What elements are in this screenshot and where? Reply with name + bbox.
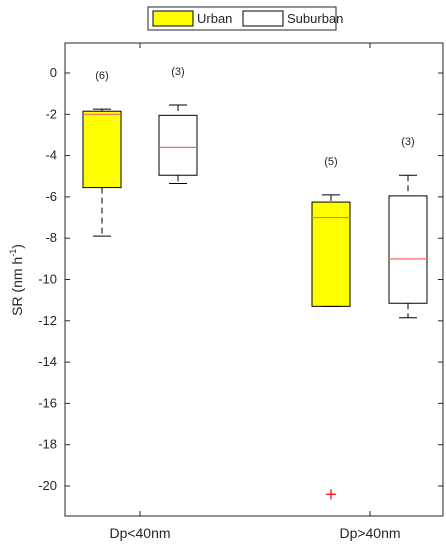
box-urban-0: (6) (82, 70, 122, 237)
y-tick-label: -18 (38, 437, 57, 452)
legend-swatch-urban (152, 10, 194, 27)
y-tick-label: -4 (45, 148, 57, 163)
sample-count-label: (3) (171, 66, 184, 78)
box-suburban-0: (3) (158, 66, 198, 184)
legend: Urban Suburban (147, 6, 343, 31)
y-tick-label: -6 (45, 189, 57, 204)
y-tick-label: -20 (38, 478, 57, 493)
x-tick-label: Dp>40nm (339, 525, 400, 541)
sample-count-label: (5) (324, 156, 337, 168)
legend-box (147, 6, 337, 31)
box-body (82, 110, 122, 189)
legend-label-suburban: Suburban (287, 11, 343, 26)
x-tick-label: Dp<40nm (109, 525, 170, 541)
legend-label-urban: Urban (197, 11, 232, 26)
y-tick-label: -8 (45, 230, 57, 245)
box-suburban-1: (3) (388, 136, 428, 319)
sample-count-label: (3) (401, 136, 414, 148)
y-tick-label: -14 (38, 354, 57, 369)
box-body (158, 114, 198, 176)
y-tick-label: -10 (38, 272, 57, 287)
sample-count-label: (6) (95, 70, 108, 82)
plot-area (64, 42, 444, 517)
y-tick-label: -12 (38, 313, 57, 328)
y-axis: 0 -2 -4 -6 -8 -10 -12 -14 -16 -18 -20 (38, 65, 443, 493)
x-axis: Dp<40nm Dp>40nm (109, 43, 401, 541)
legend-swatch-suburban (242, 10, 284, 27)
y-tick-label: -2 (45, 106, 57, 121)
box-body (388, 195, 428, 304)
box-urban-1: (5) (311, 156, 351, 500)
box-body (311, 201, 351, 307)
boxes: (6) (5) (3) (3) (82, 66, 428, 500)
y-tick-label: -16 (38, 395, 57, 410)
y-tick-label: 0 (50, 65, 57, 80)
y-axis-label: SR (nm h-1) (8, 244, 25, 316)
